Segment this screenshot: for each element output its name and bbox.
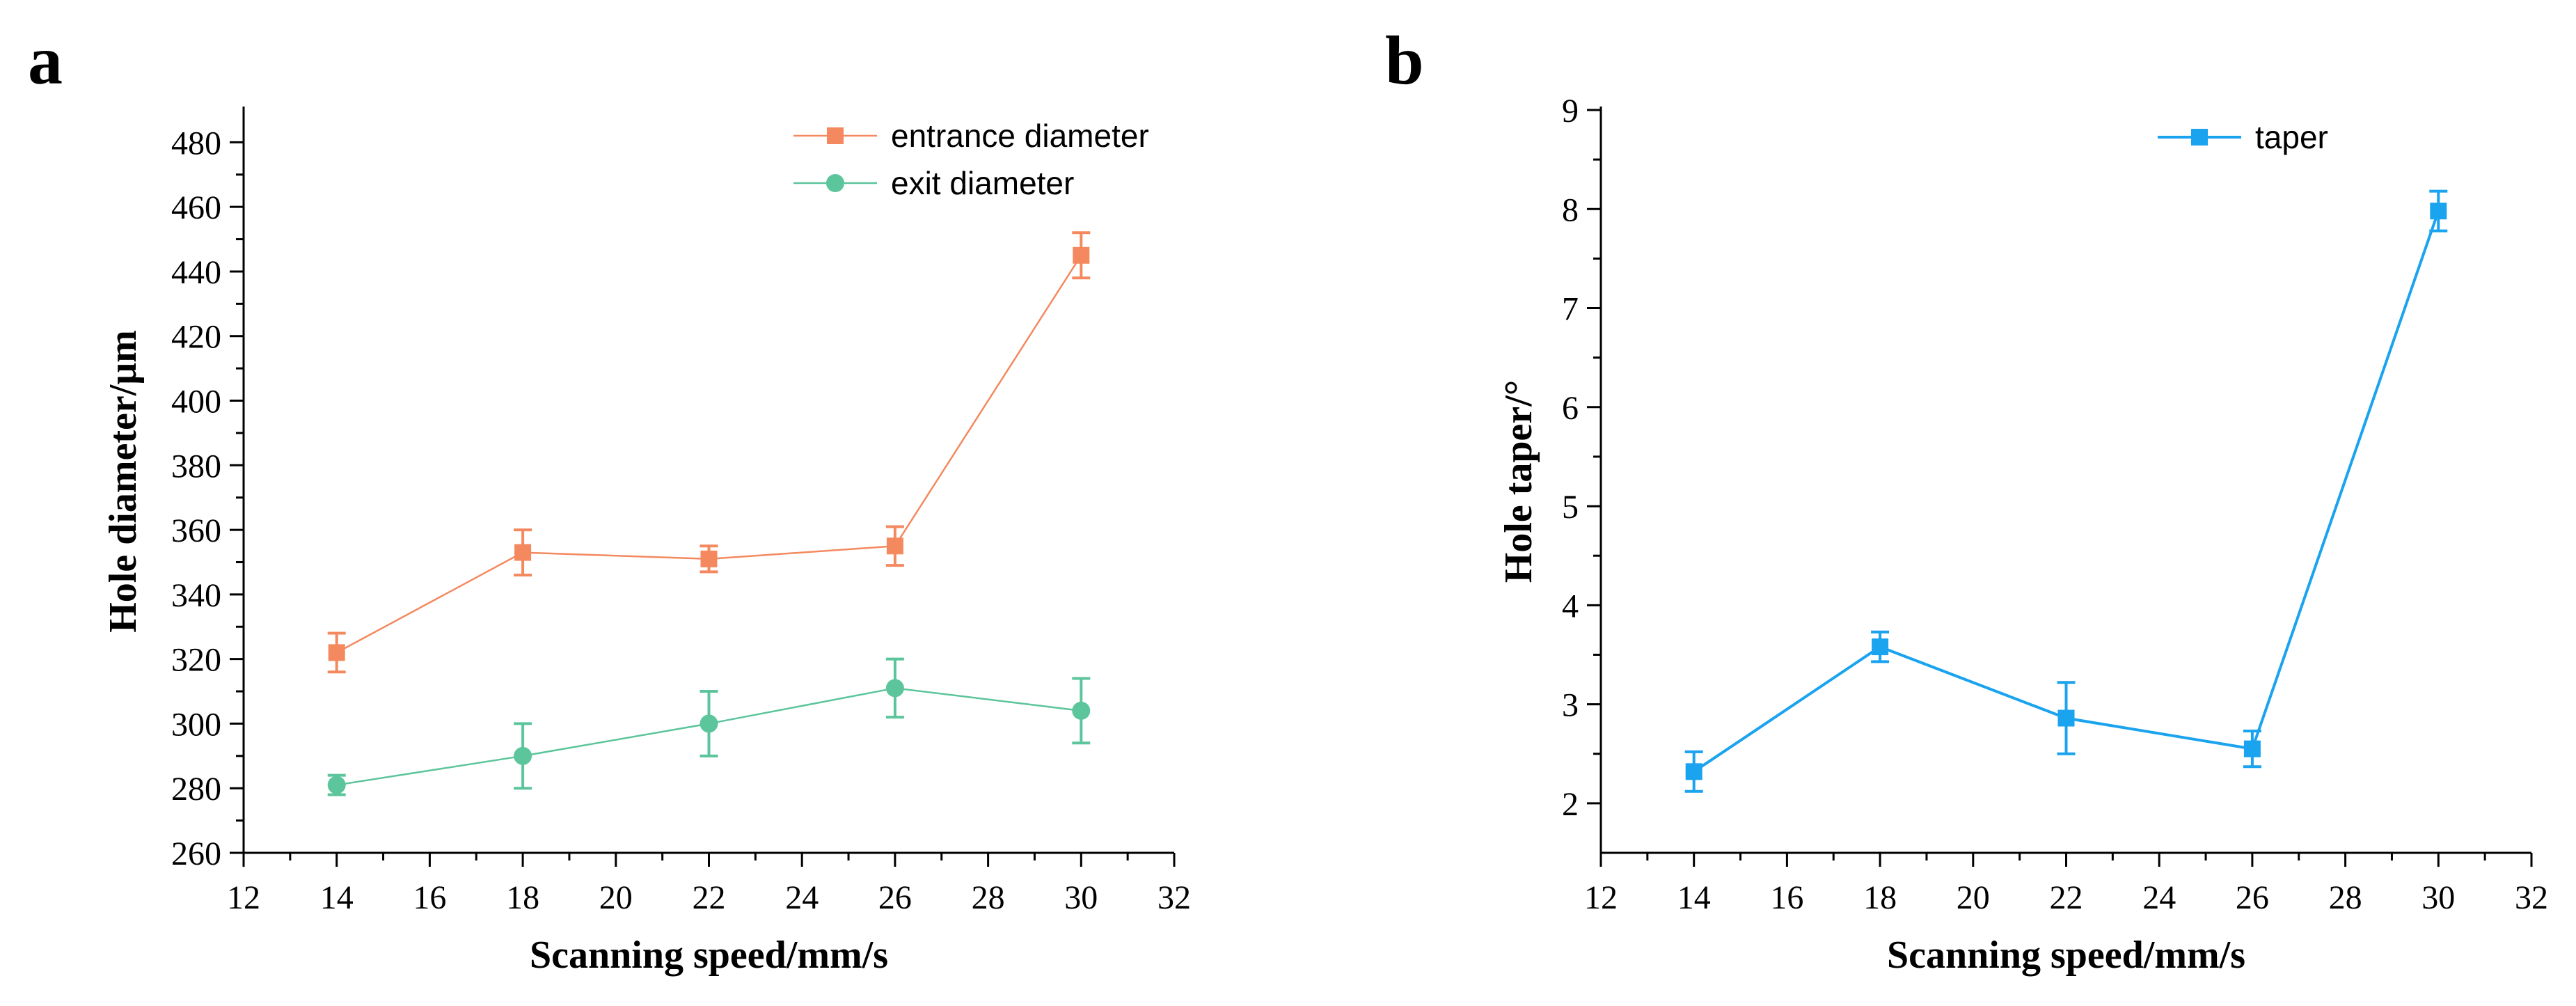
data-point [700, 714, 718, 733]
data-point [885, 679, 904, 698]
x-tick-label: 16 [413, 879, 446, 916]
series-entrance-diameter [327, 231, 1091, 674]
data-point [514, 746, 532, 765]
x-axis-title: Scanning speed/mm/s [530, 934, 888, 977]
x-tick-label: 26 [2236, 879, 2269, 916]
x-tick-label: 18 [1863, 879, 1897, 916]
legend-label: entrance diameter [891, 118, 1149, 154]
y-tick-label: 6 [1562, 390, 1579, 427]
x-tick-label: 30 [2421, 879, 2455, 916]
x-tick-label: 14 [320, 879, 354, 916]
data-point [1073, 246, 1090, 264]
series-exit-diameter [327, 657, 1091, 796]
x-tick-label: 28 [972, 879, 1005, 916]
legend-label: exit diameter [891, 165, 1074, 201]
y-tick-label: 9 [1562, 93, 1579, 129]
y-tick-label: 460 [171, 189, 221, 226]
y-tick-label: 260 [171, 835, 221, 872]
x-tick-label: 24 [785, 879, 819, 916]
x-tick-label: 32 [1157, 879, 1191, 916]
x-tick-label: 12 [1584, 879, 1618, 916]
x-tick-label: 18 [506, 879, 539, 916]
y-tick-label: 360 [171, 512, 221, 549]
y-tick-label: 440 [171, 254, 221, 291]
y-tick-label: 300 [171, 706, 221, 743]
y-tick-label: 7 [1562, 291, 1579, 328]
x-tick-label: 14 [1677, 879, 1711, 916]
x-tick-label: 22 [693, 879, 726, 916]
y-tick-label: 3 [1562, 687, 1579, 724]
panel-label: a [28, 22, 63, 99]
x-tick-label: 24 [2142, 879, 2176, 916]
y-tick-label: 420 [171, 319, 221, 356]
x-tick-label: 20 [599, 879, 633, 916]
y-tick-label: 480 [171, 125, 221, 162]
legend-entry: entrance diameter [793, 118, 1149, 154]
legend-label: taper [2255, 119, 2328, 155]
chart-panel-b: b 12 14 16 18 20 22 24 26 28 30 32 2 3 4 5 6 7 8 9 Scanning … [1385, 22, 2548, 977]
chart-panel-a: a 12 14 16 18 20 22 24 26 28 30 32 260 280 300 320 340 36… [28, 22, 1191, 977]
data-point [2057, 709, 2075, 727]
legend-marker [827, 127, 844, 144]
x-tick-label: 20 [1957, 879, 1990, 916]
x-tick-label: 28 [2329, 879, 2362, 916]
x-tick-label: 12 [227, 879, 260, 916]
x-tick-label: 30 [1064, 879, 1098, 916]
x-tick-label: 32 [2515, 879, 2548, 916]
data-point [886, 537, 903, 555]
y-tick-label: 8 [1562, 191, 1579, 228]
data-point [327, 776, 346, 794]
y-tick-label: 380 [171, 448, 221, 485]
y-tick-label: 4 [1562, 588, 1579, 624]
data-point [2430, 203, 2447, 220]
data-point [328, 644, 345, 661]
y-tick-label: 5 [1562, 489, 1579, 526]
x-tick-label: 16 [1770, 879, 1803, 916]
data-point [1072, 701, 1091, 720]
y-tick-label: 400 [171, 384, 221, 421]
data-point [514, 544, 532, 561]
legend-marker [2191, 129, 2208, 146]
x-tick-label: 22 [2050, 879, 2083, 916]
panel-label: b [1385, 22, 1424, 99]
data-point [1685, 763, 1702, 780]
data-point [1872, 638, 1889, 656]
legend-marker [826, 174, 844, 192]
series-taper [1684, 189, 2448, 793]
y-tick-label: 280 [171, 771, 221, 808]
series-line [336, 255, 1082, 654]
data-point [2243, 740, 2261, 757]
x-axis-title: Scanning speed/mm/s [1887, 934, 2245, 977]
y-axis-title: Hole diameter/μm [102, 330, 145, 633]
x-tick-label: 26 [878, 879, 912, 916]
data-point [700, 550, 718, 567]
legend-entry: taper [2158, 119, 2328, 155]
y-axis-title: Hole taper/° [1497, 380, 1540, 583]
y-tick-label: 320 [171, 642, 221, 679]
y-tick-label: 340 [171, 577, 221, 614]
legend-entry: exit diameter [793, 165, 1074, 201]
y-tick-label: 2 [1562, 786, 1579, 823]
